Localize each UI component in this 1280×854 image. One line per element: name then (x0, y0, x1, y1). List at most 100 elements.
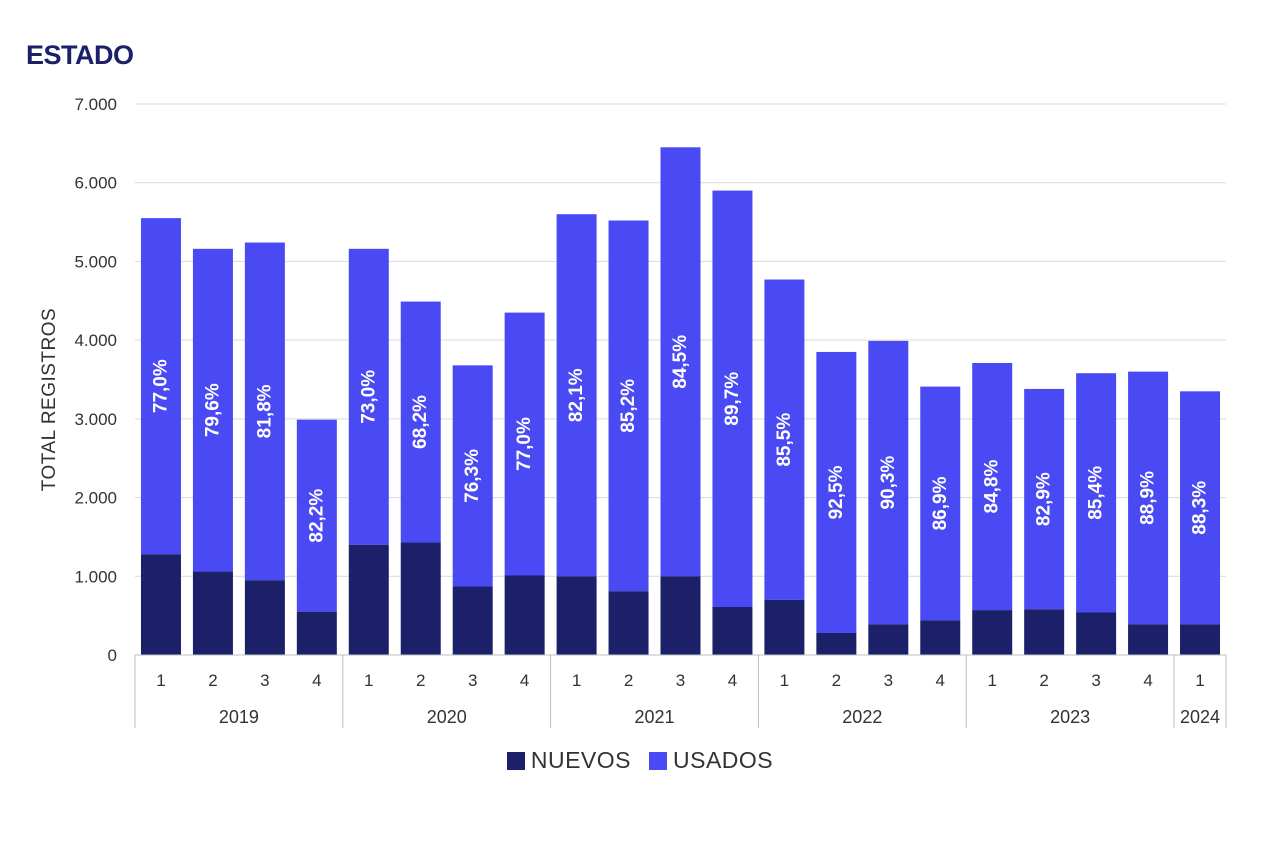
x-tick-label: 2 (208, 671, 217, 690)
year-label: 2020 (427, 707, 467, 727)
x-tick-label: 1 (987, 671, 996, 690)
y-axis-title: TOTAL REGISTROS (39, 308, 60, 491)
year-label: 2023 (1050, 707, 1090, 727)
x-tick-label: 3 (1091, 671, 1100, 690)
bar-usados (556, 214, 597, 577)
x-tick-label: 3 (676, 671, 685, 690)
bar-nuevos (348, 544, 389, 655)
bar-nuevos (712, 606, 753, 655)
bar-usados (868, 340, 909, 625)
x-tick-label: 4 (312, 671, 321, 690)
bar-usados (1128, 371, 1169, 625)
y-tick-label: 5.000 (74, 252, 117, 271)
bar-nuevos (920, 620, 961, 655)
bar-nuevos (1180, 624, 1221, 655)
data-label-usados: 88,3% (1190, 481, 1211, 535)
bar-usados (764, 279, 805, 600)
bar-usados (920, 386, 961, 621)
y-tick-label: 4.000 (74, 331, 117, 350)
data-label-usados: 85,4% (1086, 466, 1107, 520)
bar-usados (244, 242, 285, 581)
data-label-usados: 90,3% (878, 456, 899, 510)
x-tick-label: 3 (884, 671, 893, 690)
data-label-usados: 73,0% (358, 370, 379, 424)
bar-usados (1180, 391, 1221, 625)
legend-label-nuevos: NUEVOS (530, 747, 631, 773)
bar-usados (816, 351, 857, 633)
bar-nuevos (764, 599, 805, 655)
year-label: 2022 (842, 707, 882, 727)
data-label-usados: 84,5% (670, 335, 691, 389)
x-tick-label: 1 (364, 671, 373, 690)
bar-nuevos (868, 624, 909, 655)
bar-nuevos (556, 576, 597, 655)
legend-item-nuevos: NUEVOS (506, 747, 631, 774)
x-tick-label: 3 (468, 671, 477, 690)
bar-nuevos (1076, 612, 1117, 655)
data-label-usados: 89,7% (722, 372, 743, 426)
data-label-usados: 86,9% (930, 476, 951, 530)
data-label-usados: 79,6% (202, 383, 223, 437)
bar-nuevos (816, 632, 857, 655)
bar-usados (192, 248, 233, 572)
x-tick-label: 3 (260, 671, 269, 690)
bar-usados (608, 220, 649, 592)
bar-nuevos (608, 591, 649, 655)
data-label-usados: 85,5% (774, 413, 795, 467)
x-tick-label: 1 (1195, 671, 1204, 690)
bar-nuevos (504, 575, 545, 655)
year-label: 2024 (1180, 707, 1220, 727)
data-label-usados: 85,2% (618, 379, 639, 433)
legend-swatch-usados (649, 751, 667, 770)
stacked-bar-chart: 0 1.000 2.000 3.000 4.000 5.000 6.000 7.000 TOTA… (39, 95, 1227, 728)
y-tick-label: 6.000 (74, 174, 117, 193)
bar-nuevos (192, 571, 233, 655)
x-tick-label: 1 (572, 671, 581, 690)
bar-nuevos (972, 610, 1013, 655)
legend-swatch-nuevos (506, 751, 525, 770)
x-tick-label: 1 (780, 671, 789, 690)
bar-usados (712, 190, 753, 607)
legend-label-usados: USADOS (673, 747, 774, 773)
bar-nuevos (660, 576, 701, 655)
y-tick-label: 1.000 (74, 567, 117, 586)
data-label-usados: 84,8% (982, 460, 1003, 514)
bar-usados (660, 147, 701, 577)
bar-usados (400, 301, 441, 543)
x-tick-label: 2 (832, 671, 841, 690)
bar-usados (348, 248, 389, 545)
y-tick-label: 2.000 (74, 489, 117, 508)
data-label-usados: 82,1% (566, 368, 587, 422)
x-tick-label: 1 (156, 671, 165, 690)
year-label: 2021 (635, 707, 675, 727)
data-label-usados: 77,0% (150, 359, 171, 413)
data-label-usados: 81,8% (254, 384, 275, 438)
data-label-usados: 76,3% (462, 449, 483, 503)
x-tick-label: 2 (624, 671, 633, 690)
x-tick-label: 4 (1143, 671, 1152, 690)
x-tick-label: 4 (728, 671, 737, 690)
bar-nuevos (140, 554, 181, 655)
y-tick-label: 7.000 (74, 95, 117, 114)
legend: NUEVOS USADOS (0, 747, 1280, 774)
bar-nuevos (296, 611, 337, 655)
data-label-usados: 92,5% (826, 465, 847, 519)
x-tick-label: 4 (520, 671, 529, 690)
chart-title: ESTADO (26, 40, 134, 70)
x-tick-label: 2 (1039, 671, 1048, 690)
y-tick-label: 0 (108, 646, 117, 665)
bar-usados (504, 312, 545, 576)
bar-nuevos (244, 580, 285, 655)
bar-usados (972, 362, 1013, 611)
bar-usados (452, 365, 493, 587)
bar-usados (1024, 388, 1065, 610)
y-tick-label: 3.000 (74, 410, 117, 429)
x-tick-label: 2 (416, 671, 425, 690)
bar-usados (1076, 373, 1117, 613)
bar-nuevos (452, 586, 493, 655)
data-label-usados: 68,2% (410, 395, 431, 449)
x-tick-label: 4 (936, 671, 945, 690)
legend-item-usados: USADOS (649, 747, 773, 774)
data-label-usados: 77,0% (514, 417, 535, 471)
bar-nuevos (1128, 624, 1169, 655)
